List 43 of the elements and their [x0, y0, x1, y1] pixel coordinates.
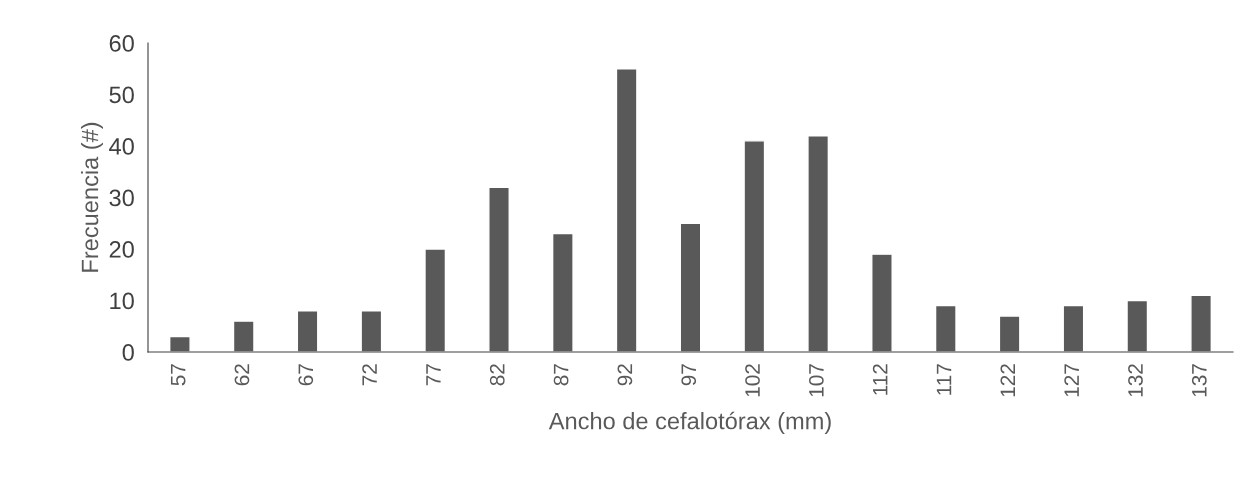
x-tick-label: 127: [1064, 364, 1079, 397]
x-axis-title: Ancho de cefalotórax (mm): [548, 411, 831, 435]
x-tick-label: 137: [1191, 364, 1207, 397]
bar: [998, 315, 1021, 352]
y-tick-label: 40: [109, 138, 134, 155]
x-tick-label: 57: [170, 364, 186, 386]
bar: [360, 310, 383, 352]
x-tick-label: 107: [808, 364, 824, 397]
bar: [934, 304, 957, 352]
bar: [296, 310, 319, 352]
bar: [488, 186, 510, 352]
x-tick-label: 122: [1000, 364, 1015, 397]
bar: [807, 135, 830, 352]
y-tick-label: 50: [109, 86, 134, 104]
x-tick-label: 92: [617, 364, 633, 386]
y-tick-label: 30: [109, 189, 134, 207]
bar: [871, 253, 893, 352]
x-tick-label: 112: [872, 364, 888, 395]
y-tick-label: 0: [122, 344, 134, 361]
x-tick-label: 132: [1128, 364, 1143, 397]
x-tick-label: 67: [298, 364, 314, 386]
bar: [1062, 304, 1085, 352]
x-tick-label: 62: [234, 364, 250, 386]
bar: [232, 320, 255, 352]
bar: [743, 140, 766, 352]
bar: [679, 222, 702, 352]
y-tick-label: 20: [109, 241, 134, 258]
x-tick-label: 82: [489, 364, 505, 386]
x-tick-label: 102: [745, 364, 760, 397]
bar: [551, 232, 574, 352]
x-tick-label: 72: [362, 364, 377, 386]
x-tick-label: 117: [936, 364, 952, 395]
x-tick-label: 97: [681, 364, 697, 386]
y-axis-title: Frecuencia (#): [80, 122, 103, 272]
bar: [1190, 294, 1212, 352]
x-tick-label: 77: [426, 364, 441, 386]
y-tick-label: 60: [109, 35, 134, 52]
bar: [169, 335, 191, 352]
bar: [1126, 299, 1149, 352]
x-tick-label: 87: [553, 364, 569, 386]
y-tick-label: 10: [110, 292, 134, 310]
bar: [424, 248, 447, 352]
bar: [615, 68, 638, 352]
